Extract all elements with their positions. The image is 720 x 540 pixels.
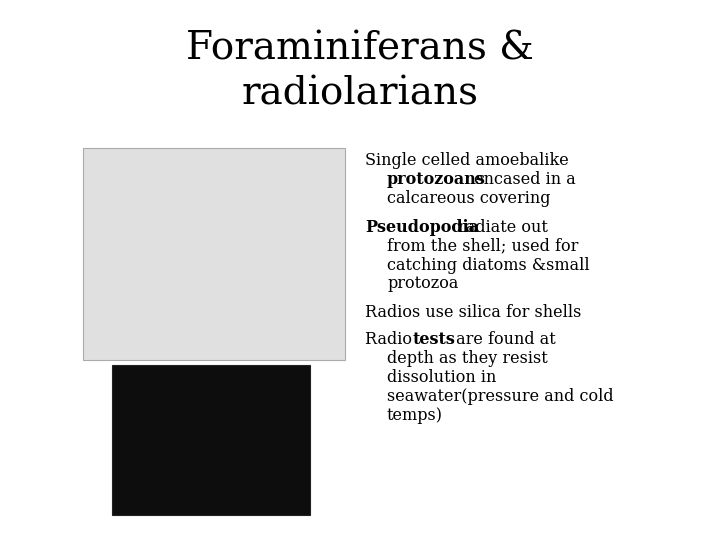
Text: radiate out: radiate out [453, 219, 548, 235]
Text: from the shell; used for: from the shell; used for [387, 238, 578, 254]
Text: dissolution in: dissolution in [387, 369, 496, 386]
Text: seawater(pressure and cold: seawater(pressure and cold [387, 388, 613, 404]
Text: tests: tests [413, 330, 456, 348]
Text: encased in a: encased in a [469, 171, 576, 188]
Text: catching diatoms &small: catching diatoms &small [387, 256, 590, 273]
Text: protozoans: protozoans [387, 171, 486, 188]
Bar [83, 148, 345, 360]
Text: depth as they resist: depth as they resist [387, 349, 548, 367]
Text: Foraminiferans &
radiolarians: Foraminiferans & radiolarians [186, 30, 534, 113]
Text: Radio: Radio [365, 330, 417, 348]
Text: calcareous covering: calcareous covering [387, 190, 551, 207]
Text: temps): temps) [387, 407, 443, 423]
Text: are found at: are found at [451, 330, 556, 348]
Text: Pseudopodia: Pseudopodia [365, 219, 479, 235]
Text: Single celled amoebalike: Single celled amoebalike [365, 152, 569, 169]
Text: Radios use silica for shells: Radios use silica for shells [365, 304, 581, 321]
Text: protozoa: protozoa [387, 275, 459, 293]
Bar [112, 365, 310, 515]
